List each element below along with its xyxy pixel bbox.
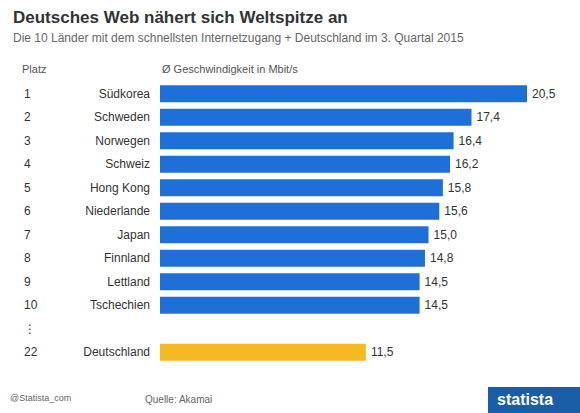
svg-text:⋮: ⋮ [24,322,36,336]
svg-text:@Statista_com: @Statista_com [10,393,71,403]
svg-text:Niederlande: Niederlande [85,204,150,218]
svg-text:15,8: 15,8 [448,181,472,195]
svg-text:9: 9 [24,275,31,289]
svg-text:2: 2 [24,110,31,124]
svg-text:16,2: 16,2 [455,157,479,171]
svg-text:Lettland: Lettland [107,275,150,289]
svg-text:Deutsches Web nähert sich Welt: Deutsches Web nähert sich Weltspitze an [13,8,348,27]
svg-text:17,4: 17,4 [477,110,501,124]
svg-text:14,5: 14,5 [425,298,449,312]
svg-text:15,0: 15,0 [434,228,458,242]
svg-text:14,8: 14,8 [430,251,454,265]
svg-text:14,5: 14,5 [425,275,449,289]
svg-text:Platz: Platz [22,63,46,75]
svg-text:Südkorea: Südkorea [99,87,151,101]
svg-text:Japan: Japan [117,228,150,242]
svg-text:16,4: 16,4 [459,134,483,148]
svg-text:20,5: 20,5 [532,87,556,101]
svg-text:statista: statista [497,391,553,408]
svg-text:11,5: 11,5 [371,345,394,359]
svg-text:Quelle: Akamai: Quelle: Akamai [145,394,212,405]
svg-text:6: 6 [24,204,31,218]
svg-text:Hong Kong: Hong Kong [90,181,150,195]
svg-text:10: 10 [24,298,38,312]
svg-text:Deutschland: Deutschland [83,345,150,359]
svg-text:Finnland: Finnland [104,251,150,265]
svg-text:Ø Geschwindigkeit in Mbit/s: Ø Geschwindigkeit in Mbit/s [162,63,298,75]
svg-text:Tschechien: Tschechien [90,298,150,312]
svg-text:8: 8 [24,251,31,265]
svg-text:1: 1 [24,87,31,101]
svg-text:Die 10 Länder mit dem schnells: Die 10 Länder mit dem schnellsten Intern… [13,31,464,45]
svg-text:4: 4 [24,157,31,171]
svg-text:15,6: 15,6 [444,204,468,218]
svg-text:7: 7 [24,228,31,242]
svg-text:22: 22 [24,345,38,359]
svg-text:5: 5 [24,181,31,195]
svg-text:Norwegen: Norwegen [95,134,150,148]
svg-text:3: 3 [24,134,31,148]
svg-text:Schweden: Schweden [94,110,150,124]
svg-text:Schweiz: Schweiz [105,157,150,171]
